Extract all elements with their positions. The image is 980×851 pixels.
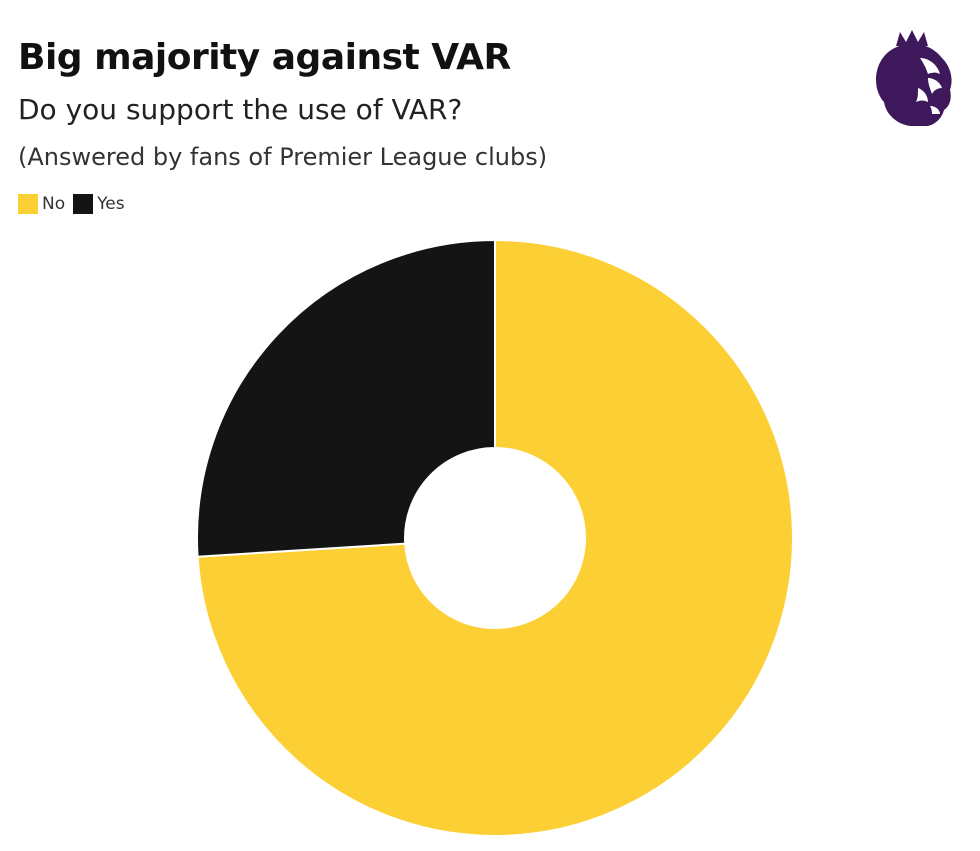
slice-yes <box>196 238 496 558</box>
legend-label-no: No <box>42 194 66 214</box>
donut-slices <box>196 238 794 837</box>
chart-subtitle: Do you support the use of VAR? <box>18 93 463 126</box>
legend-item-yes: Yes <box>73 194 125 214</box>
legend-swatch-yes <box>73 194 94 214</box>
legend-swatch-no <box>18 194 38 214</box>
chart-legend: No Yes <box>18 194 133 214</box>
chart-note: (Answered by fans of Premier League club… <box>18 143 548 171</box>
premier-league-lion-icon <box>876 30 952 126</box>
legend-item-no: No <box>18 194 65 214</box>
legend-label-yes: Yes <box>97 194 125 214</box>
chart-title: Big majority against VAR <box>18 37 511 78</box>
slice-no <box>196 238 794 837</box>
